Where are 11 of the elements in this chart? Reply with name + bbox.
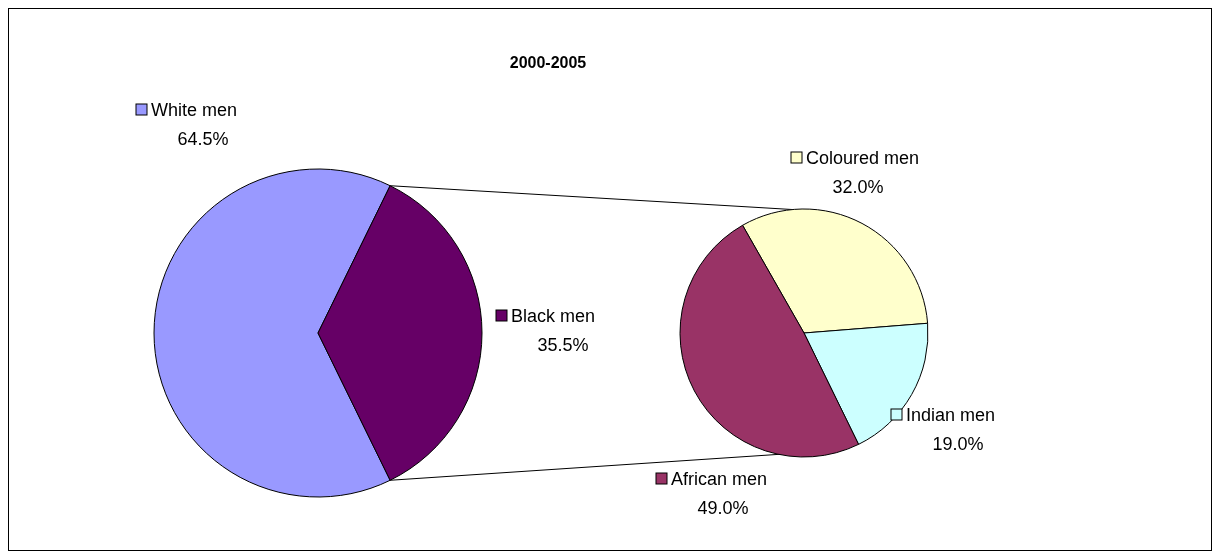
- legend-label: Coloured men: [806, 148, 920, 168]
- data-label: 64.5%: [177, 129, 229, 149]
- legend-label: Black men: [511, 306, 596, 326]
- data-label: 35.5%: [537, 335, 589, 355]
- chart-title: 2000-2005: [509, 54, 587, 71]
- data-label: 19.0%: [932, 434, 984, 454]
- legend-label: Indian men: [906, 405, 996, 425]
- legend-label: White men: [151, 100, 238, 120]
- data-label: 32.0%: [832, 177, 884, 197]
- data-label: 49.0%: [697, 498, 749, 518]
- legend-label: African men: [671, 469, 768, 489]
